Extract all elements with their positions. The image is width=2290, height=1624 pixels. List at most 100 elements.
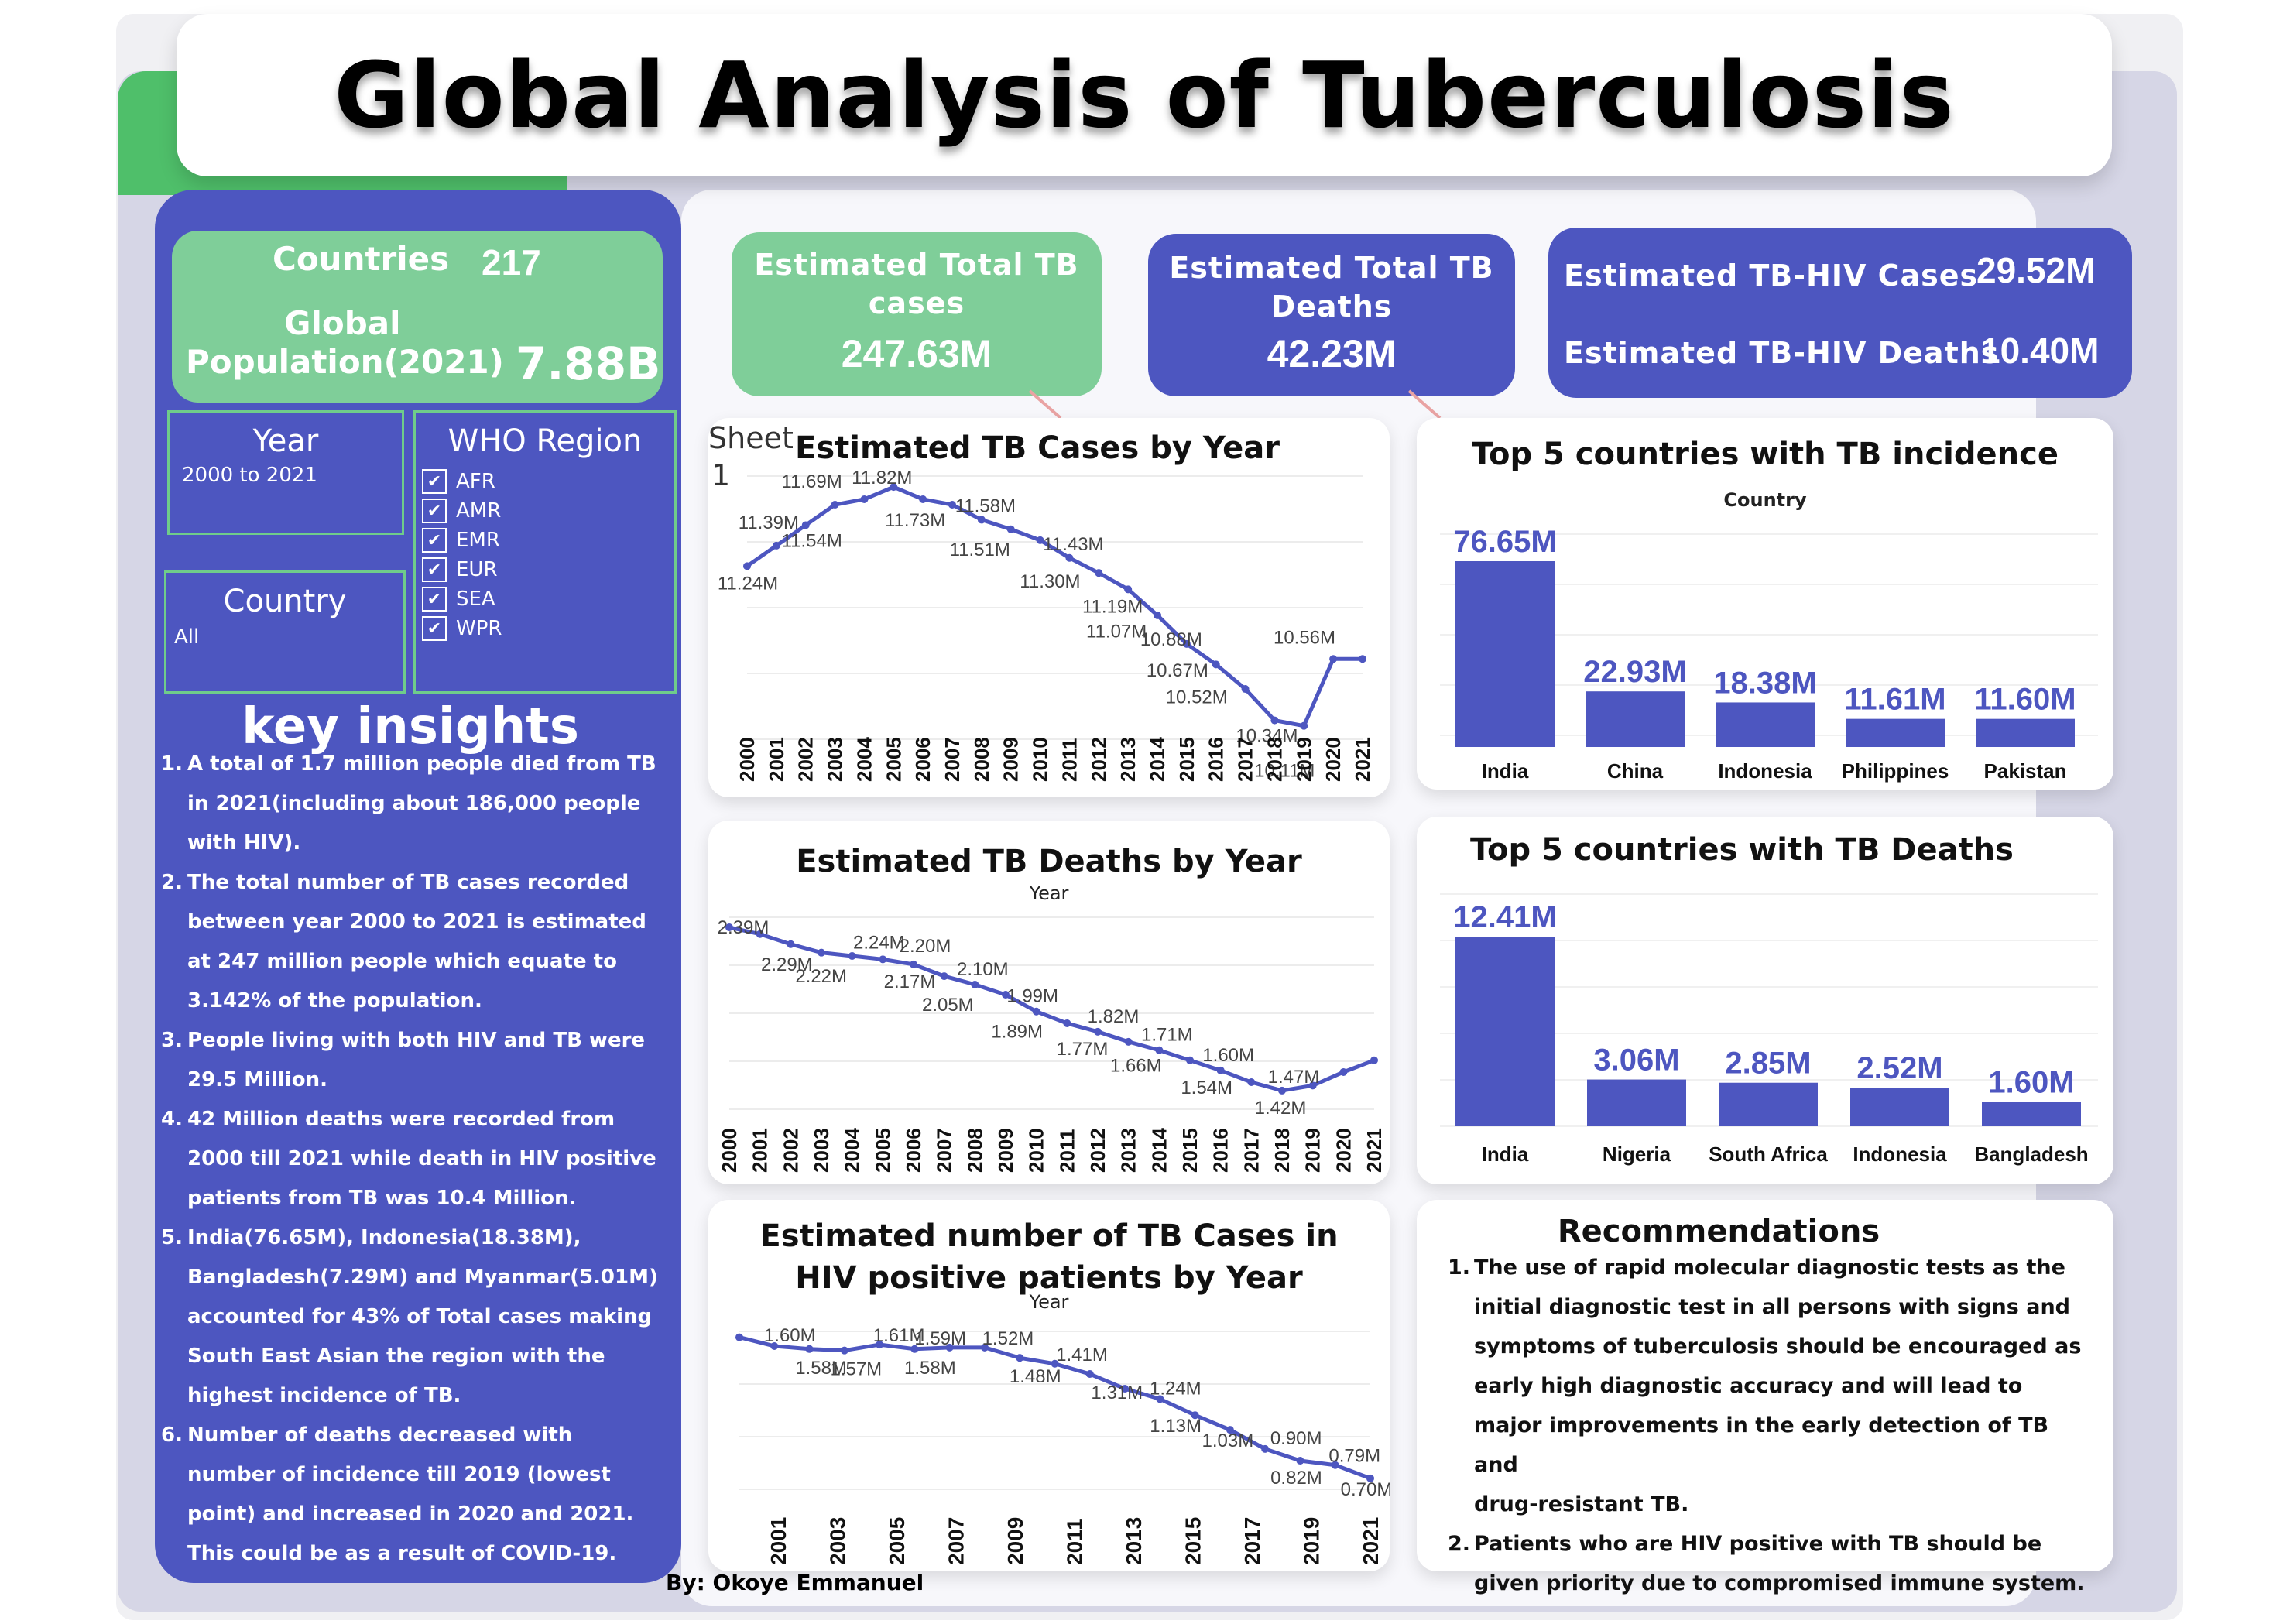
hiv-x-tick: 2005 <box>885 1517 909 1565</box>
deaths-data-label: 1.47M <box>1268 1067 1320 1088</box>
kpi-hiv-deaths-label: Estimated TB-HIV Deaths <box>1564 336 1999 370</box>
cases-point <box>1065 554 1073 562</box>
hiv-data-label: 0.82M <box>1270 1468 1322 1489</box>
cases-x-tick: 2014 <box>1146 737 1169 782</box>
bar-value-label: 2.52M <box>1856 1051 1942 1085</box>
bar <box>1455 937 1555 1126</box>
deaths-point <box>1247 1078 1255 1086</box>
bar-value-label: 11.61M <box>1844 683 1945 717</box>
deaths-data-label: 1.66M <box>1110 1056 1162 1077</box>
hiv-data-label: 1.60M <box>764 1325 816 1346</box>
hiv-data-label: 1.03M <box>1202 1430 1254 1451</box>
cases-point <box>978 516 986 523</box>
deaths-point <box>1094 1028 1102 1036</box>
recommendations-title: Recommendations <box>1417 1214 2021 1249</box>
hiv-x-tick: 2009 <box>1003 1517 1027 1565</box>
deaths-data-label: 2.39M <box>718 917 770 938</box>
cases-x-tick: 2005 <box>882 737 905 782</box>
deaths-data-label: 2.10M <box>957 959 1009 980</box>
kpi-total-deaths-label-1: Estimated Total TB <box>1148 251 1515 285</box>
deaths-x-tick: 2015 <box>1178 1128 1202 1173</box>
cases-data-label: 10.88M <box>1140 629 1202 650</box>
cases-x-tick: 2010 <box>1029 737 1052 782</box>
cases-point <box>1095 569 1102 577</box>
top5-deaths-chart: 12.41MIndia3.06MNigeria2.85MSouth Africa… <box>1417 817 2113 1184</box>
cases-data-label: 11.51M <box>950 540 1010 560</box>
deaths-point <box>1339 1068 1347 1076</box>
bar <box>1976 719 2075 747</box>
cases-x-tick: 2007 <box>941 737 964 782</box>
checkbox-icon[interactable]: ✔ <box>422 528 447 553</box>
country-filter[interactable]: Country All <box>164 570 406 694</box>
hiv-point <box>841 1347 848 1355</box>
bar-category-label: Pakistan <box>1984 759 2067 783</box>
cases-x-tick: 2020 <box>1322 737 1345 782</box>
year-filter-value[interactable]: 2000 to 2021 <box>182 464 402 487</box>
kpi-total-deaths: Estimated Total TB Deaths 42.23M <box>1148 234 1515 396</box>
cases-point <box>1300 722 1308 730</box>
region-option-wpr[interactable]: ✔ WPR <box>422 614 674 643</box>
top5-incidence-chart: 76.65MIndia22.93MChina18.38MIndonesia11.… <box>1417 418 2113 790</box>
deaths-data-label: 1.42M <box>1255 1098 1307 1119</box>
hiv-point <box>1296 1457 1304 1465</box>
checkbox-icon[interactable]: ✔ <box>422 499 447 523</box>
hiv-data-label: 1.52M <box>982 1328 1034 1349</box>
deaths-x-tick: 2007 <box>933 1128 956 1173</box>
cases-point <box>860 495 868 503</box>
checkbox-icon[interactable]: ✔ <box>422 557 447 582</box>
bar-value-label: 18.38M <box>1713 666 1816 700</box>
cases-x-tick: 2003 <box>824 737 847 782</box>
hiv-data-label: 1.48M <box>1010 1366 1061 1387</box>
year-filter[interactable]: Year 2000 to 2021 <box>167 410 404 535</box>
cases-data-label: 10.52M <box>1166 687 1228 708</box>
region-option-afr[interactable]: ✔ AFR <box>422 467 674 496</box>
region-option-emr[interactable]: ✔ EMR <box>422 526 674 555</box>
insight-line: in 2021(including about 186,000 people <box>161 784 672 824</box>
cases-x-tick: 2001 <box>765 737 788 782</box>
insight-line: Bangladesh(7.29M) and Myanmar(5.01M) <box>161 1258 672 1297</box>
hiv-x-tick: 2019 <box>1300 1517 1324 1565</box>
deaths-x-tick: 2001 <box>749 1128 772 1173</box>
checkbox-icon[interactable]: ✔ <box>422 616 447 641</box>
country-filter-value[interactable]: All <box>174 625 403 649</box>
bar-category-label: South Africa <box>1709 1143 1828 1166</box>
insight-line: between year 2000 to 2021 is estimated <box>161 903 672 942</box>
region-option-eur[interactable]: ✔ EUR <box>422 555 674 584</box>
cases-data-label: 11.54M <box>782 530 842 551</box>
region-option-sea[interactable]: ✔ SEA <box>422 584 674 614</box>
cases-x-tick: 2000 <box>735 737 759 782</box>
deaths-point <box>1063 1019 1071 1027</box>
checkbox-icon[interactable]: ✔ <box>422 587 447 612</box>
cases-data-label: 11.30M <box>1020 571 1080 592</box>
region-option-amr[interactable]: ✔ AMR <box>422 496 674 526</box>
checkbox-icon[interactable]: ✔ <box>422 469 447 494</box>
deaths-x-tick: 2000 <box>718 1128 741 1173</box>
bar <box>1586 691 1685 747</box>
deaths-x-tick: 2005 <box>871 1128 894 1173</box>
deaths-data-label: 1.60M <box>1202 1045 1254 1066</box>
deaths-x-tick: 2010 <box>1025 1128 1048 1173</box>
insight-line: patients from TB was 10.4 Million. <box>161 1179 672 1218</box>
cases-point <box>1007 526 1015 533</box>
deaths-data-label: 2.17M <box>884 971 936 992</box>
cases-data-label: 11.58M <box>955 495 1016 516</box>
bar <box>1455 561 1555 747</box>
kpi-hiv-deaths-value: 10.40M <box>1980 330 2099 372</box>
country-filter-title: Country <box>166 584 403 619</box>
cases-x-tick: 2009 <box>999 737 1023 782</box>
cases-point <box>773 542 780 550</box>
bar-value-label: 22.93M <box>1583 655 1686 689</box>
cases-point <box>1212 660 1220 668</box>
insight-line: 1. A total of 1.7 million people died fro… <box>161 745 672 784</box>
deaths-point <box>818 949 825 957</box>
cases-data-label: 11.43M <box>1043 534 1103 555</box>
recommendation-line: 2. Patients who are HIV positive with TB … <box>1448 1524 2098 1564</box>
bar-value-label: 2.85M <box>1725 1047 1811 1081</box>
deaths-point <box>941 972 948 980</box>
deaths-data-label: 2.24M <box>853 932 905 953</box>
hiv-data-label: 1.59M <box>914 1328 966 1349</box>
kpi-hiv-cases-value: 29.52M <box>1976 249 2095 291</box>
deaths-x-tick: 2011 <box>1055 1129 1078 1173</box>
deaths-data-label: 2.05M <box>922 995 974 1016</box>
bar-value-label: 3.06M <box>1593 1043 1679 1078</box>
